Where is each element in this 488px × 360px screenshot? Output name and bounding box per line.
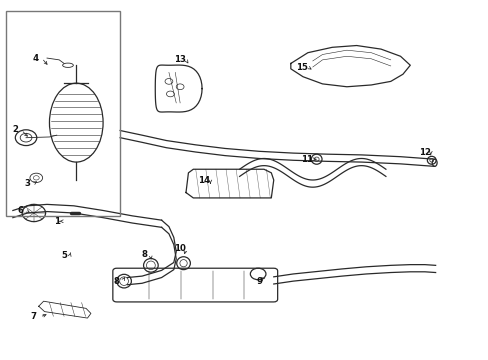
Text: 4: 4 (33, 54, 39, 63)
Text: 6: 6 (17, 206, 23, 215)
Text: 5: 5 (61, 251, 67, 260)
Text: 7: 7 (31, 312, 37, 321)
Text: 8: 8 (141, 250, 147, 259)
Text: 14: 14 (198, 176, 210, 185)
Text: 8: 8 (114, 276, 120, 285)
Bar (5, 12, 120, 216)
Text: 9: 9 (256, 276, 262, 285)
Text: 1: 1 (54, 217, 60, 226)
Text: 2: 2 (12, 125, 18, 134)
Text: 15: 15 (296, 63, 307, 72)
Text: 12: 12 (418, 148, 430, 157)
Text: 11: 11 (300, 155, 312, 164)
Text: 10: 10 (174, 244, 186, 253)
Text: 3: 3 (24, 179, 30, 188)
Text: 13: 13 (174, 55, 186, 64)
